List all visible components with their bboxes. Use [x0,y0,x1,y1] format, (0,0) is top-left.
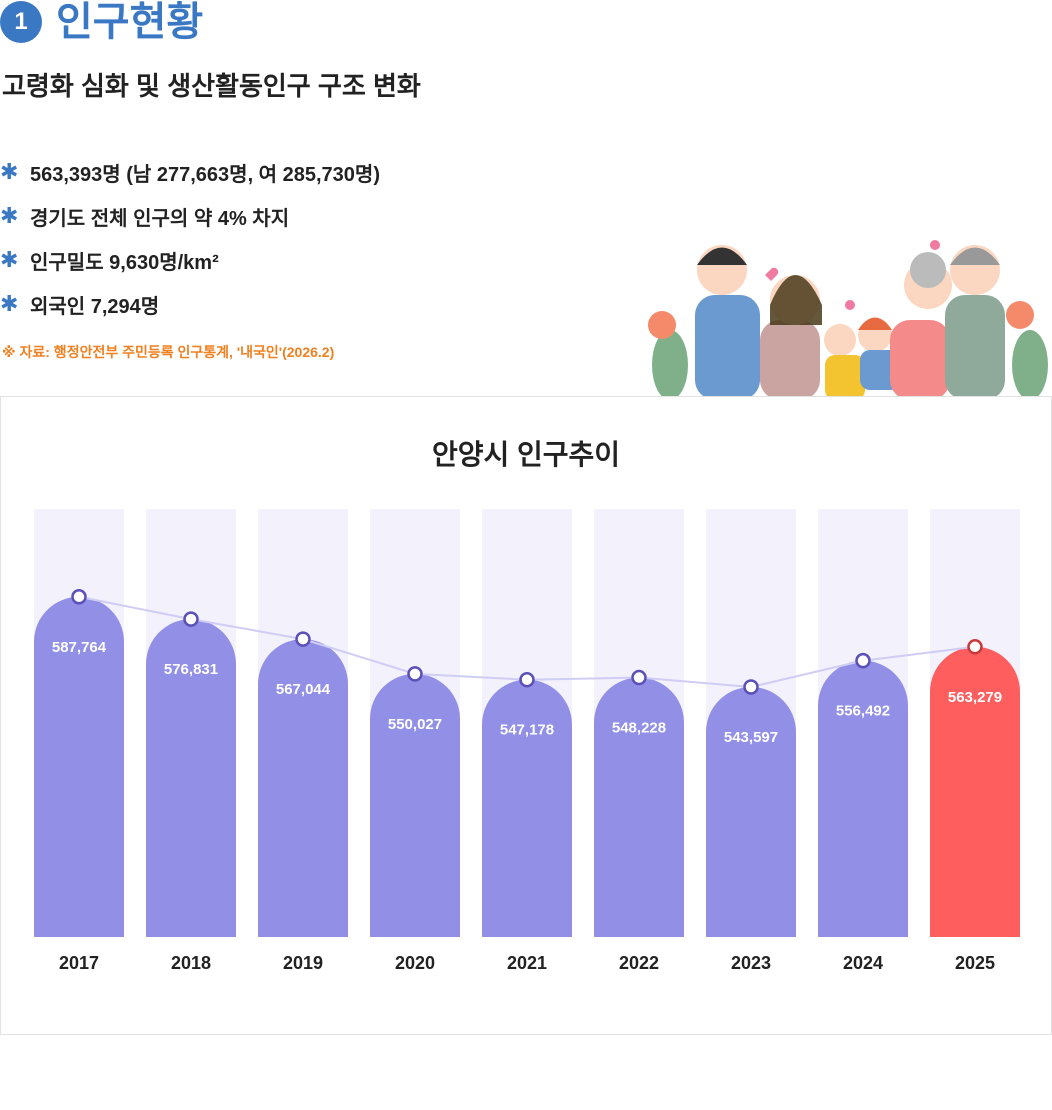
asterisk-icon: ✱ [0,159,19,184]
line-marker [295,631,311,647]
chart-title: 안양시 인구추이 [431,439,621,470]
data-label: 543,597 [724,729,778,746]
data-label: 550,027 [388,716,442,733]
list-item: ✱ 경기도 전체 인구의 약 4% 차지 [0,194,380,238]
x-tick-label: 2020 [395,953,435,973]
subtitle: 고령화 심화 및 생산활동인구 구조 변화 [2,71,421,101]
data-label: 547,178 [500,722,554,739]
list-item: ✱ 외국인 7,294명 [0,282,380,326]
summary-list: ✱ 563,393명 (남 277,663명, 여 285,730명) ✱ 경기도 … [0,150,380,326]
x-tick-label: 2024 [843,953,883,973]
source-note: ※ 자료: 행정안전부 주민등록 인구통계, '내국인'(2026.2) [2,344,335,360]
section-heading: 인구현황 [56,0,204,44]
bar [594,677,684,937]
bar [818,660,908,937]
list-item-text: 563,393명 (남 277,663명, 여 285,730명) [30,163,380,186]
asterisk-icon: ✱ [0,291,19,316]
bar [258,639,348,937]
x-tick-label: 2018 [171,953,211,973]
line-marker [519,671,535,688]
line-marker [631,669,647,686]
section-title: 1 인구현황 [0,0,203,44]
list-item-text: 외국인 7,294명 [30,295,160,318]
population-bar-chart: 587,764 2017 576,831 2018 567,044 2019 550,027… [34,509,1020,973]
data-label: 563,279 [948,689,1002,706]
x-tick-label: 2022 [619,953,659,973]
list-item: ✱ 563,393명 (남 277,663명, 여 285,730명) [0,150,380,194]
x-tick-label: 2017 [59,953,99,973]
asterisk-icon: ✱ [0,203,19,228]
line-marker [183,611,199,627]
bar [482,679,572,937]
data-label: 576,831 [164,661,218,678]
data-label: 587,764 [52,639,107,656]
list-item-text: 경기도 전체 인구의 약 4% 차지 [30,207,290,230]
section-number-badge: 1 [0,1,42,43]
line-marker [407,666,423,682]
x-tick-label: 2023 [731,953,771,973]
line-marker [743,679,759,695]
list-item: ✱ 인구밀도 9,630명/km² [0,238,380,282]
line-marker [855,652,871,669]
bar [146,619,236,937]
data-label: 567,044 [276,681,331,698]
bar [370,673,460,937]
asterisk-icon: ✱ [0,247,19,272]
data-label: 556,492 [836,703,890,720]
bar [34,596,124,937]
chart-panel: 안양시 인구추이 587,764 2017 576,831 2018 567,044 20… [0,396,1052,1035]
x-tick-label: 2021 [507,953,547,973]
line-marker [71,589,87,605]
x-tick-label: 2025 [955,953,995,973]
line-marker [967,639,983,655]
family-illustration [648,240,1048,400]
bar [930,646,1020,937]
data-label: 548,228 [612,720,666,737]
x-tick-label: 2019 [283,953,323,973]
bar [706,687,796,937]
list-item-text: 인구밀도 9,630명/km² [30,251,219,274]
